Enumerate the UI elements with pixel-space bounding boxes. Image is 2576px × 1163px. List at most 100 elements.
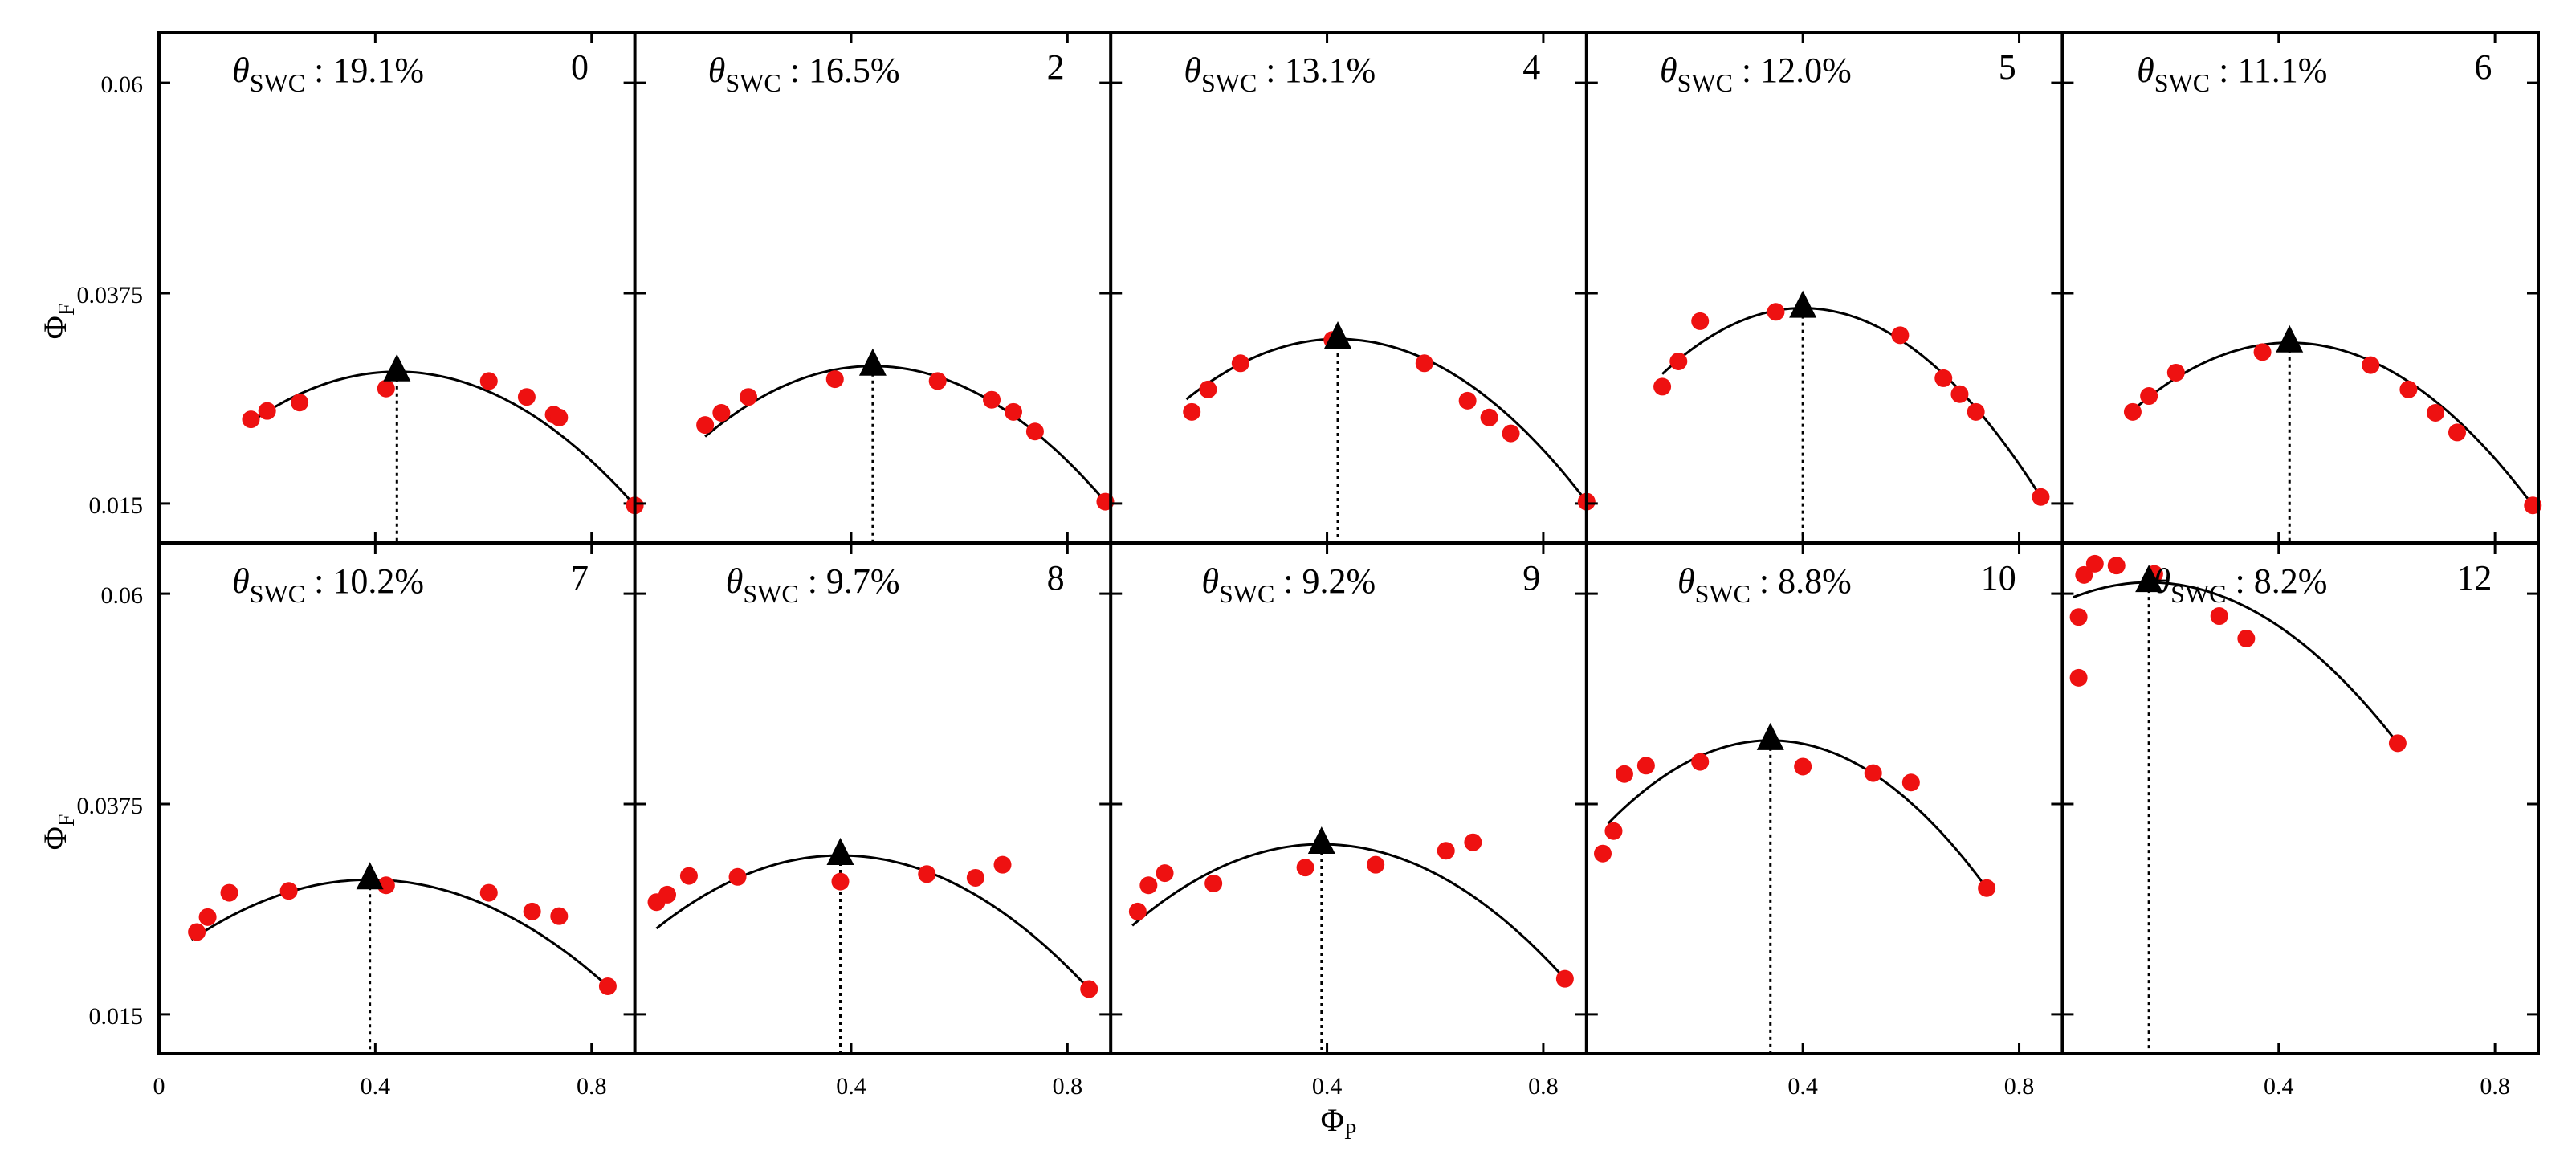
panel-6: θSWC : 11.1% 6 [2060, 32, 2542, 543]
peak-marker-6 [2276, 324, 2304, 353]
swc-label-value-2: : 16.5% [781, 51, 900, 90]
data-point-0-3 [377, 379, 395, 398]
data-point-12-3 [2085, 554, 2104, 573]
swc-label-value-8: : 9.7% [799, 561, 900, 601]
swc-label-sub-8: SWC [743, 579, 798, 608]
y-tick-label-row0-1: 0.0375 [77, 282, 144, 308]
swc-label-theta-8: θ [726, 561, 744, 601]
data-point-10-3 [1636, 757, 1655, 775]
swc-label-5: θSWC : 12.0% [1660, 51, 1852, 97]
panel-12: θSWC : 8.2% 12 [2060, 543, 2538, 1054]
data-point-4-7 [1502, 424, 1520, 443]
peak-marker-8 [826, 838, 854, 866]
panel-index-9: 9 [1522, 558, 1540, 598]
peak-marker-7 [356, 862, 384, 890]
panel-0: θSWC : 19.1% 0 [157, 32, 644, 543]
x-axis-label: ΦP [1321, 1102, 1357, 1145]
data-point-12-1 [2069, 608, 2088, 626]
data-point-0-7 [550, 408, 569, 426]
x-tick-label-col3-2: 0.8 [2004, 1073, 2035, 1100]
swc-label-7: θSWC : 10.2% [232, 561, 424, 608]
swc-label-8: θSWC : 9.7% [726, 561, 900, 608]
swc-label-9: θSWC : 9.2% [1201, 561, 1376, 608]
y-tick-label-row1-0: 0.015 [89, 1003, 144, 1030]
data-point-9-6 [1437, 842, 1455, 860]
data-point-2-4 [928, 372, 947, 390]
swc-label-value-4: : 13.1% [1257, 51, 1376, 90]
data-point-5-3 [1767, 303, 1785, 321]
x-tick-label-col0-1: 0.4 [361, 1073, 391, 1100]
peak-marker-0 [383, 353, 411, 382]
data-point-4-2 [1231, 354, 1249, 373]
swc-label-value-9: : 9.2% [1274, 561, 1376, 601]
data-point-8-1 [658, 885, 677, 904]
data-point-10-8 [1978, 879, 1996, 897]
y-tick-label-row0-2: 0.06 [101, 71, 144, 98]
data-point-5-1 [1669, 352, 1688, 370]
data-point-5-2 [1691, 312, 1710, 330]
swc-label-12: θSWC : 8.2% [2154, 561, 2328, 608]
peak-marker-5 [1789, 290, 1817, 318]
fit-curve-12 [2073, 581, 2399, 745]
fit-curve-0 [244, 370, 636, 507]
data-point-0-1 [258, 402, 276, 420]
data-point-4-5 [1458, 391, 1477, 410]
panel-4: θSWC : 13.1% 4 [1109, 32, 1596, 543]
swc-label-sub-9: SWC [1219, 579, 1274, 608]
panel-9: θSWC : 9.2% 9 [1109, 543, 1587, 1054]
x-axis-label-main: Φ [1321, 1102, 1344, 1138]
data-point-5-0 [1653, 377, 1672, 396]
swc-label-sub-0: SWC [250, 68, 305, 97]
fit-curve-6 [2131, 341, 2540, 514]
data-point-7-5 [479, 883, 498, 902]
data-point-9-2 [1156, 864, 1174, 883]
data-point-5-8 [2032, 488, 2050, 506]
data-point-0-0 [242, 410, 260, 429]
data-point-9-0 [1128, 902, 1147, 920]
swc-label-sub-12: SWC [2170, 579, 2226, 608]
panel-index-5: 5 [1999, 47, 2016, 87]
fit-curve-4 [1185, 337, 1588, 503]
panel-index-12: 12 [2456, 558, 2492, 598]
swc-label-2: θSWC : 16.5% [708, 51, 900, 97]
swc-label-sub-10: SWC [1695, 579, 1751, 608]
data-point-7-4 [377, 876, 395, 895]
data-point-7-1 [198, 908, 217, 926]
swc-label-sub-2: SWC [725, 68, 781, 97]
data-point-6-7 [2448, 423, 2466, 442]
data-point-7-8 [598, 977, 617, 995]
data-point-2-0 [696, 416, 715, 435]
x-axis-label-sub: P [1344, 1120, 1357, 1145]
panel-5: θSWC : 12.0% 5 [1585, 32, 2063, 543]
x-tick-label-col1-1: 0.4 [836, 1073, 866, 1100]
data-point-6-2 [2166, 363, 2185, 382]
swc-label-0: θSWC : 19.1% [232, 51, 424, 97]
data-point-7-6 [523, 902, 541, 920]
y-axis-label-sub-row1: F [55, 814, 79, 827]
swc-label-value-7: : 10.2% [305, 561, 424, 601]
panel-8: θSWC : 9.7% 8 [634, 543, 1111, 1054]
data-point-10-2 [1615, 765, 1633, 783]
data-point-8-6 [966, 868, 984, 887]
data-point-7-7 [550, 907, 569, 925]
data-point-6-4 [2362, 356, 2380, 374]
data-point-2-6 [1004, 402, 1022, 421]
data-point-0-2 [291, 394, 309, 412]
peak-marker-12 [2135, 565, 2163, 593]
data-point-9-1 [1139, 876, 1158, 895]
data-point-6-6 [2427, 403, 2445, 422]
data-point-10-0 [1594, 844, 1612, 863]
data-point-10-4 [1691, 753, 1710, 771]
panel-index-6: 6 [2474, 47, 2492, 87]
data-point-5-4 [1891, 326, 1910, 345]
data-point-6-3 [2253, 343, 2272, 361]
y-axis-label-main-row0: Φ [37, 316, 73, 339]
swc-label-theta-5: θ [1660, 51, 1677, 90]
peak-marker-2 [858, 348, 887, 376]
y-tick-label-row1-1: 0.0375 [77, 793, 144, 819]
fit-curve-8 [655, 854, 1096, 996]
data-point-7-3 [279, 882, 298, 900]
data-point-6-5 [2399, 380, 2418, 398]
